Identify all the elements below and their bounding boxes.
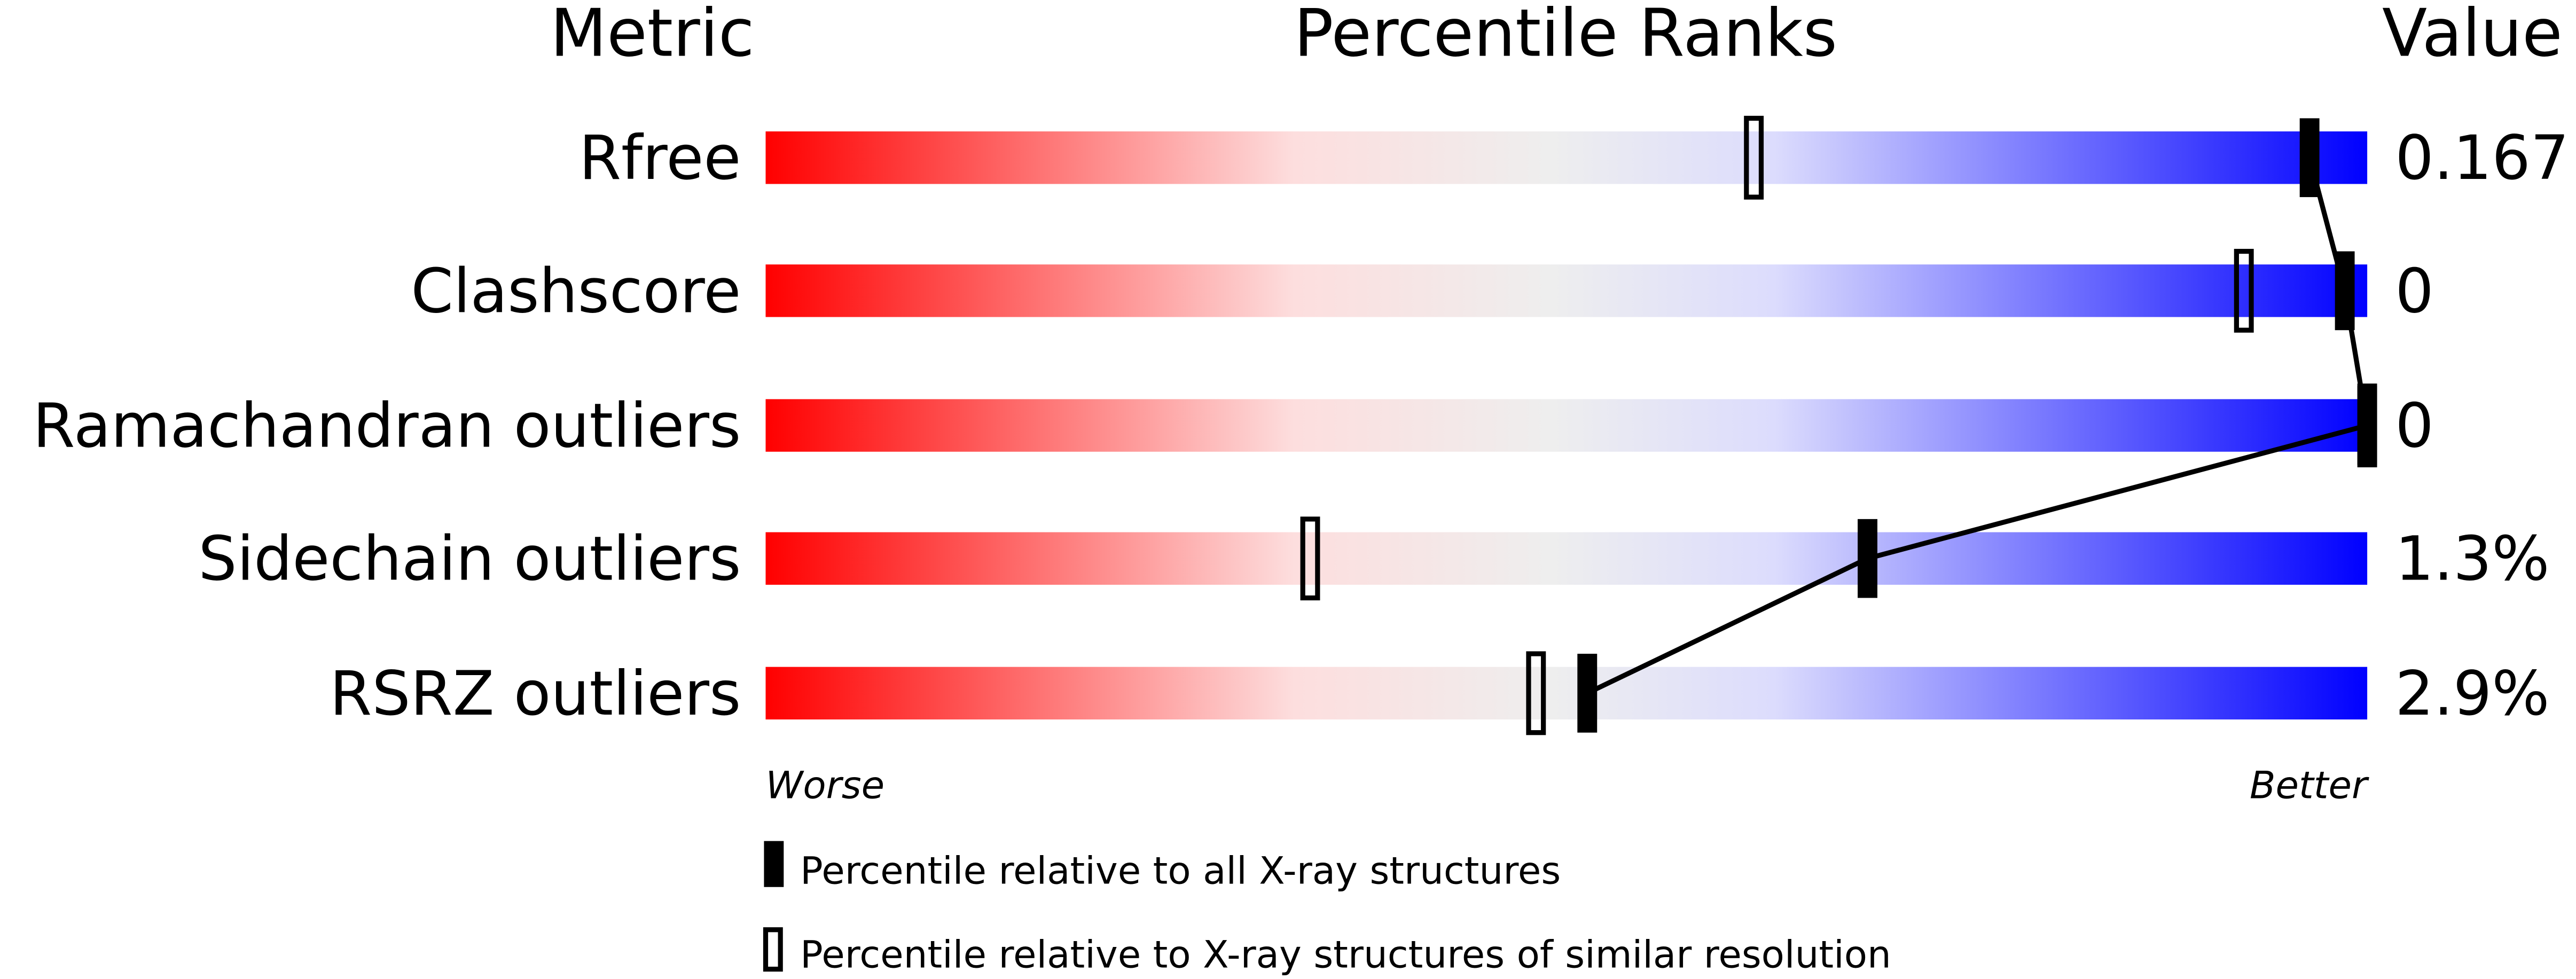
metric-value: 0 [2395,390,2433,461]
axis-label-better: Better [2250,763,2369,808]
marker-all-structures [2299,118,2320,198]
marker-similar-resolution [1744,115,1764,200]
metric-value: 1.3% [2395,523,2549,594]
percentile-bar [765,131,2368,184]
metric-label: Rfree [579,122,741,193]
percentile-bar [765,399,2368,452]
marker-similar-resolution [2234,248,2254,333]
metric-value: 0.167 [2395,122,2569,193]
marker-similar-resolution [1300,516,1320,601]
metric-value: 2.9% [2395,658,2549,729]
marker-all-structures [2335,251,2355,331]
marker-all-structures [1858,519,1877,598]
metric-label: RSRZ outliers [330,658,741,729]
axis-label-worse: Worse [765,763,884,808]
marker-similar-resolution [1526,651,1546,735]
metric-label: Ramachandran outliers [33,390,741,461]
percentile-bar [765,264,2368,317]
header-percentile-ranks: Percentile Ranks [1294,0,1837,72]
connector-line [1586,556,1869,696]
legend-label-similar: Percentile relative to X-ray structures … [800,932,1891,976]
header-value: Value [2382,0,2563,72]
header-metric: Metric [550,0,754,72]
marker-all-structures [1577,654,1598,733]
percentile-bar [765,532,2368,585]
legend-open-marker-icon [763,927,783,972]
metric-label: Sidechain outliers [198,523,741,594]
legend-filled-marker-icon [764,841,784,887]
marker-all-structures [2357,386,2377,465]
metric-label: Clashscore [411,255,741,326]
legend-label-all: Percentile relative to all X-ray structu… [800,849,1561,893]
connector-line [1867,423,2368,561]
percentile-bar [765,667,2368,720]
metric-value: 0 [2395,255,2433,326]
